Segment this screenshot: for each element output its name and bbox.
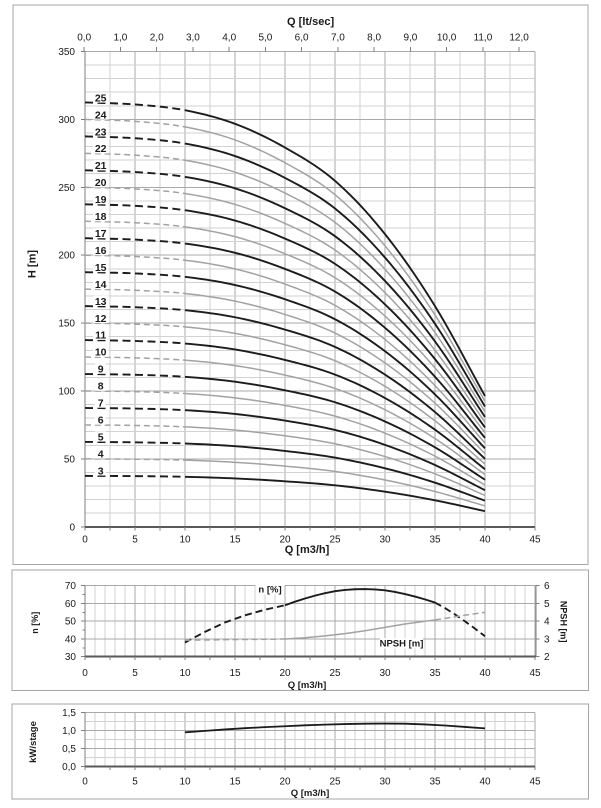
svg-text:12,0: 12,0 (509, 33, 529, 44)
svg-text:9,0: 9,0 (403, 33, 417, 44)
svg-text:25: 25 (329, 668, 341, 679)
svg-text:10: 10 (179, 668, 191, 679)
svg-text:5: 5 (132, 535, 138, 546)
svg-text:5: 5 (132, 777, 138, 788)
svg-text:6: 6 (544, 581, 550, 592)
svg-text:7,0: 7,0 (331, 33, 345, 44)
svg-text:45: 45 (529, 535, 541, 546)
svg-text:NPSH [m]: NPSH [m] (380, 639, 424, 650)
svg-text:35: 35 (429, 668, 441, 679)
svg-text:3: 3 (544, 635, 550, 646)
svg-text:NPSH [m]: NPSH [m] (559, 601, 569, 643)
svg-text:10: 10 (179, 777, 191, 788)
svg-text:0,5: 0,5 (62, 744, 76, 755)
svg-text:19: 19 (95, 194, 107, 206)
svg-text:4: 4 (98, 448, 104, 460)
svg-text:0,0: 0,0 (77, 33, 91, 44)
svg-text:5,0: 5,0 (258, 33, 272, 44)
svg-text:60: 60 (65, 599, 77, 610)
svg-text:14: 14 (95, 279, 107, 291)
svg-text:23: 23 (95, 126, 107, 138)
svg-text:16: 16 (95, 245, 107, 257)
svg-text:0: 0 (82, 777, 88, 788)
svg-text:20: 20 (95, 177, 107, 189)
svg-text:35: 35 (429, 535, 441, 546)
svg-text:n [%]: n [%] (30, 612, 40, 634)
svg-text:4,0: 4,0 (222, 33, 236, 44)
svg-text:70: 70 (65, 581, 77, 592)
svg-text:Q [lt/sec]: Q [lt/sec] (287, 16, 334, 28)
svg-text:8: 8 (98, 381, 104, 393)
svg-text:150: 150 (58, 319, 75, 330)
svg-text:13: 13 (95, 296, 107, 308)
svg-text:15: 15 (95, 262, 107, 274)
svg-text:100: 100 (58, 387, 75, 398)
svg-text:11: 11 (95, 330, 106, 342)
svg-text:25: 25 (329, 535, 341, 546)
svg-text:17: 17 (95, 228, 107, 240)
svg-text:5: 5 (98, 431, 104, 443)
svg-text:Q [m3/h]: Q [m3/h] (285, 544, 330, 556)
svg-text:40: 40 (479, 777, 491, 788)
svg-text:n [%]: n [%] (258, 585, 281, 596)
svg-text:10: 10 (95, 347, 107, 359)
svg-text:Q [m3/h]: Q [m3/h] (288, 680, 327, 691)
svg-text:1,0: 1,0 (62, 726, 76, 737)
svg-text:7: 7 (98, 398, 104, 410)
svg-text:40: 40 (479, 535, 491, 546)
svg-text:15: 15 (229, 668, 241, 679)
svg-text:3: 3 (98, 465, 104, 477)
svg-text:4: 4 (544, 617, 550, 628)
svg-text:250: 250 (58, 183, 75, 194)
svg-text:10: 10 (179, 535, 191, 546)
svg-text:15: 15 (229, 535, 241, 546)
svg-text:6: 6 (98, 415, 104, 427)
svg-text:30: 30 (65, 652, 77, 663)
svg-text:45: 45 (529, 777, 541, 788)
svg-text:50: 50 (65, 617, 77, 628)
svg-text:1,0: 1,0 (113, 33, 127, 44)
svg-text:0: 0 (82, 668, 88, 679)
svg-text:6,0: 6,0 (295, 33, 309, 44)
svg-text:Q [m3/h]: Q [m3/h] (291, 788, 330, 799)
svg-text:1,5: 1,5 (62, 708, 76, 719)
svg-text:24: 24 (95, 109, 107, 121)
svg-text:10,0: 10,0 (437, 33, 457, 44)
svg-text:22: 22 (95, 143, 107, 155)
svg-text:3,0: 3,0 (186, 33, 200, 44)
svg-text:21: 21 (95, 160, 107, 172)
svg-text:30: 30 (379, 668, 391, 679)
svg-text:12: 12 (95, 313, 107, 325)
svg-text:0,0: 0,0 (62, 762, 76, 773)
svg-text:50: 50 (64, 454, 76, 465)
svg-text:0: 0 (69, 522, 75, 533)
svg-text:0: 0 (82, 535, 88, 546)
svg-text:20: 20 (279, 668, 291, 679)
svg-text:15: 15 (229, 777, 241, 788)
svg-text:5: 5 (544, 599, 550, 610)
svg-text:5: 5 (132, 668, 138, 679)
svg-text:20: 20 (279, 535, 291, 546)
svg-text:H [m]: H [m] (27, 250, 39, 278)
svg-text:35: 35 (429, 777, 441, 788)
svg-text:200: 200 (58, 251, 75, 262)
svg-text:18: 18 (95, 211, 107, 223)
svg-text:20: 20 (279, 777, 291, 788)
svg-text:kW/stage: kW/stage (28, 721, 39, 763)
svg-text:2: 2 (544, 652, 550, 663)
svg-text:45: 45 (529, 668, 541, 679)
svg-text:300: 300 (58, 115, 75, 126)
svg-text:9: 9 (98, 364, 104, 376)
svg-text:2,0: 2,0 (150, 33, 164, 44)
svg-text:25: 25 (329, 777, 341, 788)
svg-text:25: 25 (95, 92, 107, 104)
svg-text:11,0: 11,0 (474, 33, 493, 44)
svg-text:30: 30 (379, 777, 391, 788)
svg-text:40: 40 (65, 635, 77, 646)
svg-text:350: 350 (58, 47, 75, 58)
svg-text:30: 30 (379, 535, 391, 546)
svg-text:40: 40 (479, 668, 491, 679)
svg-text:8,0: 8,0 (367, 33, 381, 44)
